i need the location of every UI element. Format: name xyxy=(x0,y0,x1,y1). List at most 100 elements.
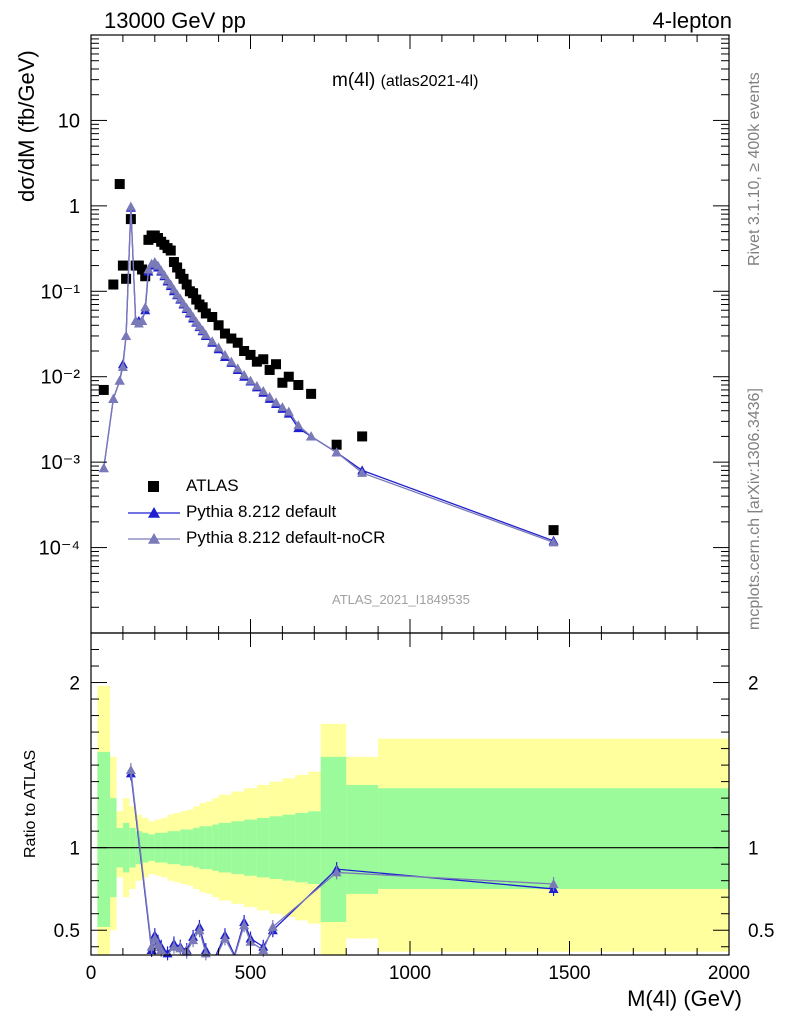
main-panel xyxy=(98,179,559,547)
atlas-data-point xyxy=(232,337,243,348)
ratio-y-tick-label-right: 0.5 xyxy=(748,921,774,942)
pythia-nocr-point xyxy=(293,420,304,430)
atlas-data-point xyxy=(271,359,282,370)
ratio-y-tick-label-left: 2 xyxy=(69,674,80,695)
pythia-nocr-point xyxy=(108,393,119,403)
ratio-pythia-nocr-point xyxy=(194,925,205,935)
pythia-nocr-point xyxy=(245,375,256,385)
legend-label-atlas: ATLAS xyxy=(186,476,239,495)
atlas-data-point xyxy=(178,273,189,284)
pythia-nocr-point xyxy=(117,361,128,371)
pythia-nocr-point xyxy=(207,336,218,346)
atlas-data-point xyxy=(331,439,342,450)
header-process: 13000 GeV pp xyxy=(104,8,246,33)
atlas-data-point xyxy=(188,288,199,299)
pythia-nocr-point xyxy=(271,397,282,407)
pythia-nocr-point xyxy=(213,342,224,352)
pythia-nocr-point xyxy=(200,329,211,339)
axes: 0 500 1000 1500 2000 10⁻⁴ 10⁻³ 10⁻² 10⁻¹ 1 10 0.5 0.… xyxy=(39,34,774,984)
atlas-data-point xyxy=(181,279,192,290)
pythia-nocr-point xyxy=(251,380,262,390)
pythia-nocr-point xyxy=(226,356,237,366)
x-tick-label: 500 xyxy=(235,963,267,984)
atlas-data-point xyxy=(264,364,275,375)
ratio-pythia-nocr-point xyxy=(156,945,167,955)
y-tick-label: 1 xyxy=(69,196,80,218)
ratio-pythia-nocr-point xyxy=(267,921,278,931)
legend-label-pythia-nocr: Pythia 8.212 default-noCR xyxy=(186,528,386,547)
ratio-pythia-nocr-point xyxy=(331,867,342,877)
pythia-nocr-point xyxy=(143,264,154,274)
band-inner-bin xyxy=(320,756,347,922)
atlas-data-point xyxy=(137,264,148,275)
atlas-data-point xyxy=(245,349,256,360)
atlas-data-point xyxy=(168,257,179,268)
x-axis-label: M(4l) (GeV) xyxy=(627,986,742,1011)
atlas-data-point xyxy=(98,384,109,395)
atlas-data-point xyxy=(108,279,119,290)
y-tick-label: 10⁻¹ xyxy=(41,281,81,303)
atlas-data-point xyxy=(114,179,125,190)
atlas-data-point xyxy=(548,525,559,536)
analysis-watermark: ATLAS_2021_I1849535 xyxy=(332,592,470,607)
pythia-nocr-point xyxy=(306,431,317,441)
atlas-data-point xyxy=(306,388,317,399)
ratio-y-tick-label-left: 1 xyxy=(69,839,80,860)
y-tick-label: 10⁻³ xyxy=(41,452,81,474)
atlas-data-point xyxy=(293,379,304,390)
pythia-nocr-point xyxy=(232,363,243,373)
x-tick-label: 0 xyxy=(86,963,97,984)
band-inner-bin xyxy=(97,751,111,927)
pythia-nocr-point xyxy=(125,201,136,211)
ratio-y-tick-label-right: 1 xyxy=(748,839,759,860)
pythia-nocr-point xyxy=(548,537,559,547)
pythia-nocr-point xyxy=(140,302,151,312)
legend-label-pythia-default: Pythia 8.212 default xyxy=(186,502,337,521)
y-tick-label: 10⁻⁴ xyxy=(39,538,80,560)
atlas-data-point xyxy=(239,345,250,356)
pythia-nocr-point xyxy=(331,447,342,457)
band-inner-bin xyxy=(378,788,729,889)
ratio-pythia-nocr-point xyxy=(258,945,269,955)
atlas-data-point xyxy=(258,354,269,365)
plot-title-main: m(4l) xyxy=(332,70,376,91)
atlas-data-point xyxy=(117,260,128,271)
atlas-data-point xyxy=(219,328,230,339)
pythia-nocr-point xyxy=(98,463,109,473)
atlas-data-point xyxy=(165,245,176,256)
ratio-pythia-nocr-point xyxy=(219,933,230,943)
legend-marker-pythia-default xyxy=(148,507,160,518)
ratio-pythia-nocr-point xyxy=(125,765,136,775)
legend-marker-pythia-nocr xyxy=(148,533,160,544)
ratio-y-tick-label-left: 0.5 xyxy=(54,921,80,942)
pythia-nocr-line xyxy=(103,206,554,543)
ratio-uncertainty-bands xyxy=(97,685,729,955)
pythia-nocr-point xyxy=(258,386,269,396)
ratio-pythia-nocr-point xyxy=(548,878,559,888)
ratio-panel xyxy=(91,763,729,961)
atlas-data-point xyxy=(121,273,132,284)
atlas-data-point xyxy=(140,271,151,282)
pythia-nocr-point xyxy=(277,402,288,412)
ratio-pythia-nocr-point xyxy=(239,920,250,930)
atlas-data-point xyxy=(251,356,262,367)
legend-marker-atlas xyxy=(148,481,159,492)
ratio-pythia-nocr-point xyxy=(149,933,160,943)
atlas-data-point xyxy=(172,262,183,273)
atlas-data-point xyxy=(213,320,224,331)
ratio-pythia-nocr-point xyxy=(175,943,186,953)
pythia-nocr-point xyxy=(121,330,132,340)
pythia-nocr-point xyxy=(283,406,294,416)
pythia-nocr-point xyxy=(114,375,125,385)
x-tick-label: 1000 xyxy=(389,963,431,984)
ratio-y-tick-label-right: 2 xyxy=(748,674,759,695)
pythia-nocr-point xyxy=(219,349,230,359)
legend xyxy=(128,481,180,544)
atlas-data-point xyxy=(226,333,237,344)
x-tick-label: 2000 xyxy=(708,963,750,984)
band-inner-bin xyxy=(346,784,379,894)
pythia-nocr-point xyxy=(357,467,368,477)
atlas-data-point xyxy=(277,377,288,388)
atlas-data-point xyxy=(207,312,218,323)
